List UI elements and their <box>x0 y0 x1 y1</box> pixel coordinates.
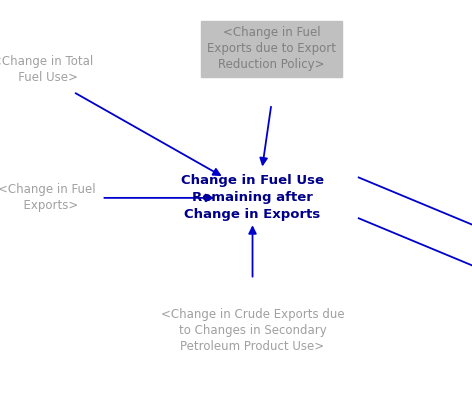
Text: <Change in Fuel
Exports due to Export
Reduction Policy>: <Change in Fuel Exports due to Export Re… <box>207 27 336 71</box>
Text: Change in Fuel Use
Remaining after
Change in Exports: Change in Fuel Use Remaining after Chang… <box>181 174 324 222</box>
Text: <Change in Crude Exports due
to Changes in Secondary
Petroleum Product Use>: <Change in Crude Exports due to Changes … <box>160 308 345 353</box>
Text: <Change in Total
   Fuel Use>: <Change in Total Fuel Use> <box>0 55 93 84</box>
Text: <Change in Fuel
  Exports>: <Change in Fuel Exports> <box>0 183 96 213</box>
